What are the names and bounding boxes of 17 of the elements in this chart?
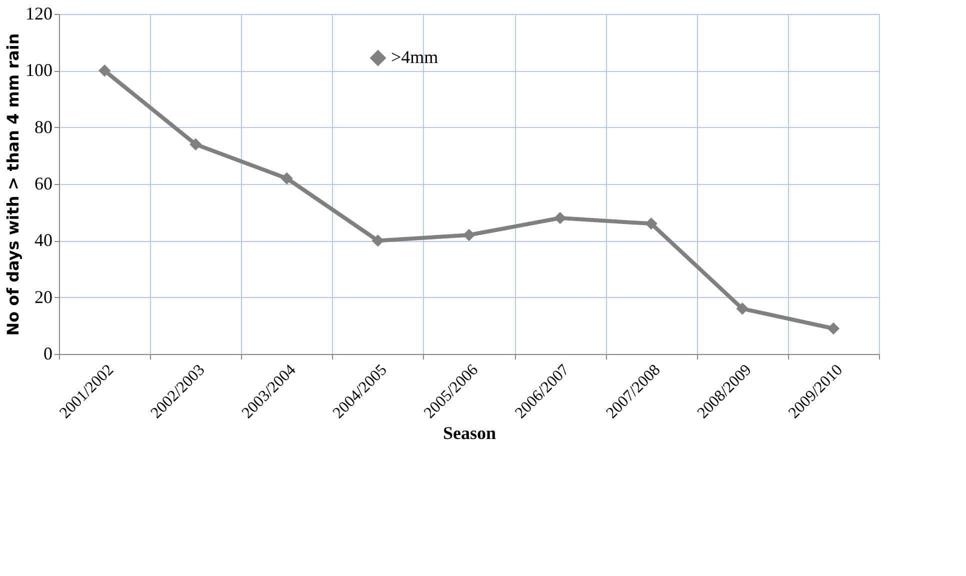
y-tick-label: 80 [34,116,52,137]
point [736,302,748,315]
point [190,138,202,150]
point [554,212,566,224]
point [98,64,111,77]
y-tick-label: 100 [26,60,52,80]
y-axis-title: No of days with > than 4 mm rain [4,33,22,336]
point [827,322,840,335]
legend-label: >4mm [391,47,438,67]
y-tick-label: 40 [34,230,52,250]
point [280,172,293,184]
point [645,218,658,230]
y-tick-label: 60 [34,174,52,194]
x-axis-title: Season [442,423,496,444]
y-tick-label: 120 [26,4,52,24]
y-tick-label: 20 [34,286,52,307]
y-tick-label: 0 [44,344,52,364]
